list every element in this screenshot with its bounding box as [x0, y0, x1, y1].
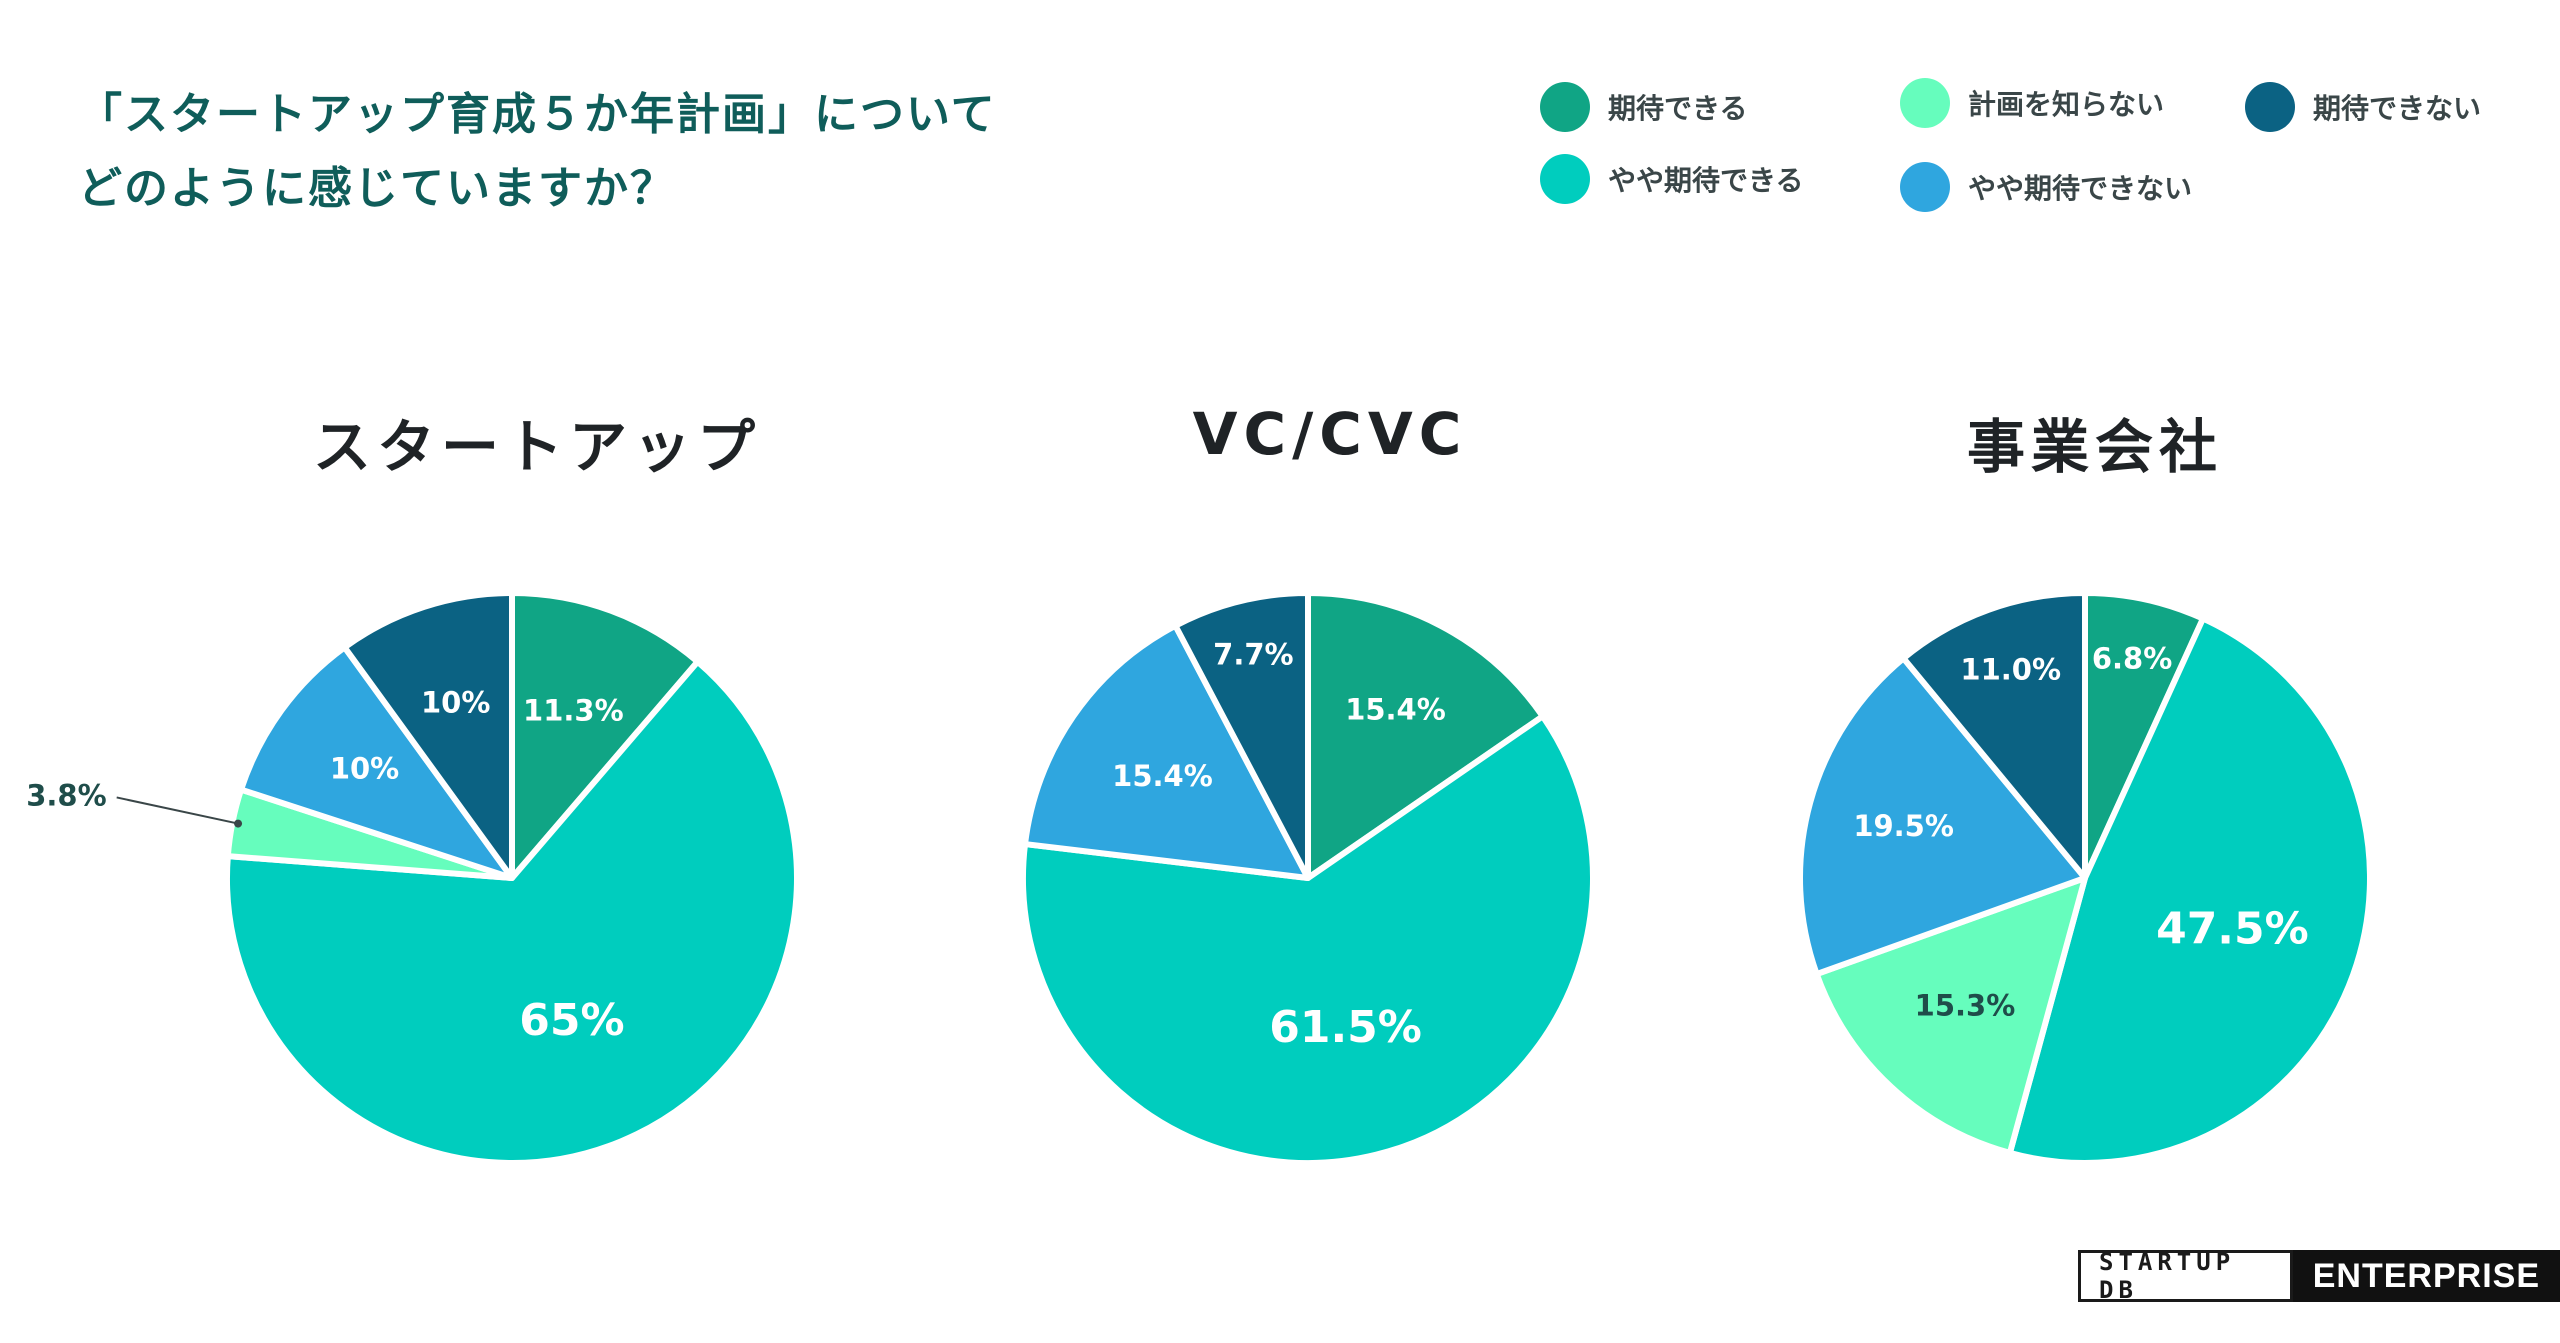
pie-label-leader-dot [234, 819, 243, 828]
pie-slice-label: 10% [421, 686, 490, 720]
pie-slice-label: 15.4% [1112, 759, 1213, 793]
legend-item-yaya-kitai-dekiru: やや期待できる [1540, 154, 1803, 204]
pie-slice [1813, 875, 2088, 1156]
legend-item-yaya-kitai-dekinai: やや期待できない [1900, 162, 2192, 212]
pie-slice-label: 15.4% [1345, 692, 1446, 726]
pie-slice-label: 10% [330, 752, 399, 786]
pie-slice [341, 590, 515, 881]
pie-slice-label: 65% [519, 995, 624, 1046]
pie-title-jigyo-kaisha: 事業会社 [1966, 413, 2223, 481]
pie-label-leader-line [116, 796, 239, 825]
logo-startup-db: STARTUP DB [2078, 1248, 2293, 1304]
title-line-2: どのように感じていますか？ [78, 163, 676, 214]
legend-swatch [2245, 82, 2295, 132]
title-line-1: 「スタートアップ育成５か年計画」について [78, 89, 997, 140]
pie-slice-label: 11.3% [523, 693, 624, 727]
legend-item-kitai-dekinai: 期待できない [2245, 82, 2481, 132]
pie-slice [1020, 713, 1596, 1166]
pie-slice-label: 11.0% [1960, 652, 2061, 686]
pie-title-startup: スタートアップ [312, 413, 761, 481]
pie-slice-label: 6.8% [2092, 642, 2172, 676]
pie-slice-label: 61.5% [1269, 1002, 1422, 1053]
pie-title-vc-cvc: VC/CVC [1192, 400, 1468, 468]
legend-label: 期待できる [1608, 92, 1748, 125]
legend-item-keikaku-shiranai: 計画を知らない [1900, 78, 2164, 128]
pie-slice-label: 15.3% [1915, 989, 2016, 1023]
legend-swatch [1900, 78, 1950, 128]
pie-slice-label: 47.5% [2156, 903, 2309, 954]
pie-startup: 11.3% 65% 3.8% 10% 10% [26, 590, 800, 1166]
pie-slice [224, 658, 800, 1166]
pie-slice [2006, 615, 2373, 1166]
legend-swatch [1540, 154, 1590, 204]
logo-enterprise: ENTERPRISE [2292, 1250, 2560, 1302]
pie-slice-label: 19.5% [1853, 809, 1954, 843]
pie-slice [1022, 622, 1311, 881]
pie-slice-label: 3.8% [26, 778, 106, 812]
pie-slice [238, 644, 515, 881]
pie-slice [1172, 590, 1311, 881]
chart-title: 「スタートアップ育成５か年計画」について どのように感じていますか？ [78, 78, 997, 226]
pie-slice [1900, 590, 2088, 881]
legend-label: やや期待できる [1608, 164, 1804, 197]
pie-jigyo-kaisha: 6.8% 47.5% 15.3% 19.5% 11.0% [1796, 590, 2373, 1166]
legend-swatch [1900, 162, 1950, 212]
legend-label: 期待できない [2313, 92, 2482, 125]
pie-slice [1796, 655, 2088, 978]
legend-item-kitai-dekiru: 期待できる [1540, 82, 1747, 132]
pie-slice [1305, 590, 1546, 881]
legend: 期待できる 計画を知らない 期待できない やや期待できる やや期待できない [1540, 78, 2520, 222]
pie-slice [509, 590, 701, 881]
pie-slice-label: 7.7% [1213, 638, 1293, 672]
legend-swatch [1540, 82, 1590, 132]
startup-db-enterprise-logo: STARTUP DB ENTERPRISE [2078, 1248, 2560, 1304]
legend-label: やや期待できない [1968, 172, 2193, 205]
pie-vc-cvc: 15.4% 61.5% 15.4% 7.7% [1020, 590, 1596, 1166]
legend-label: 計画を知らない [1968, 88, 2165, 121]
